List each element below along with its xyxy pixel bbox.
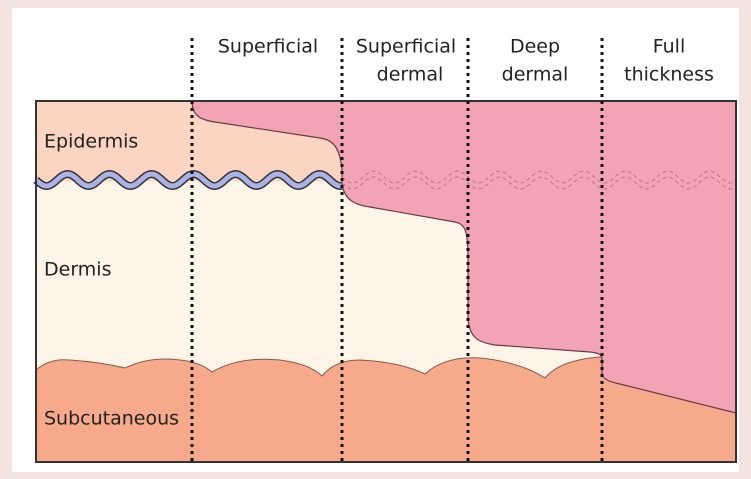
diagram-frame [35, 100, 737, 463]
layer-label: Dermis [44, 259, 111, 281]
column-label: Full [653, 36, 686, 58]
column-label: Superficial [356, 36, 456, 58]
layer-label: Epidermis [44, 131, 138, 153]
wave-line [34, 171, 343, 189]
subcutaneous-layer [35, 356, 737, 463]
column-label: dermal [377, 64, 444, 86]
column-label: Deep [510, 36, 560, 58]
burn-region [191, 100, 737, 414]
column-label: thickness [624, 64, 714, 86]
dividers [190, 38, 604, 462]
column-label: Superficial [218, 36, 318, 58]
layer-label: Subcutaneous [44, 408, 179, 430]
epidermis-dermis-boundary [33, 169, 343, 191]
wave-line [341, 176, 737, 190]
destroyed-boundary [341, 170, 737, 190]
wave-line [341, 170, 737, 184]
column-label: dermal [502, 64, 569, 86]
